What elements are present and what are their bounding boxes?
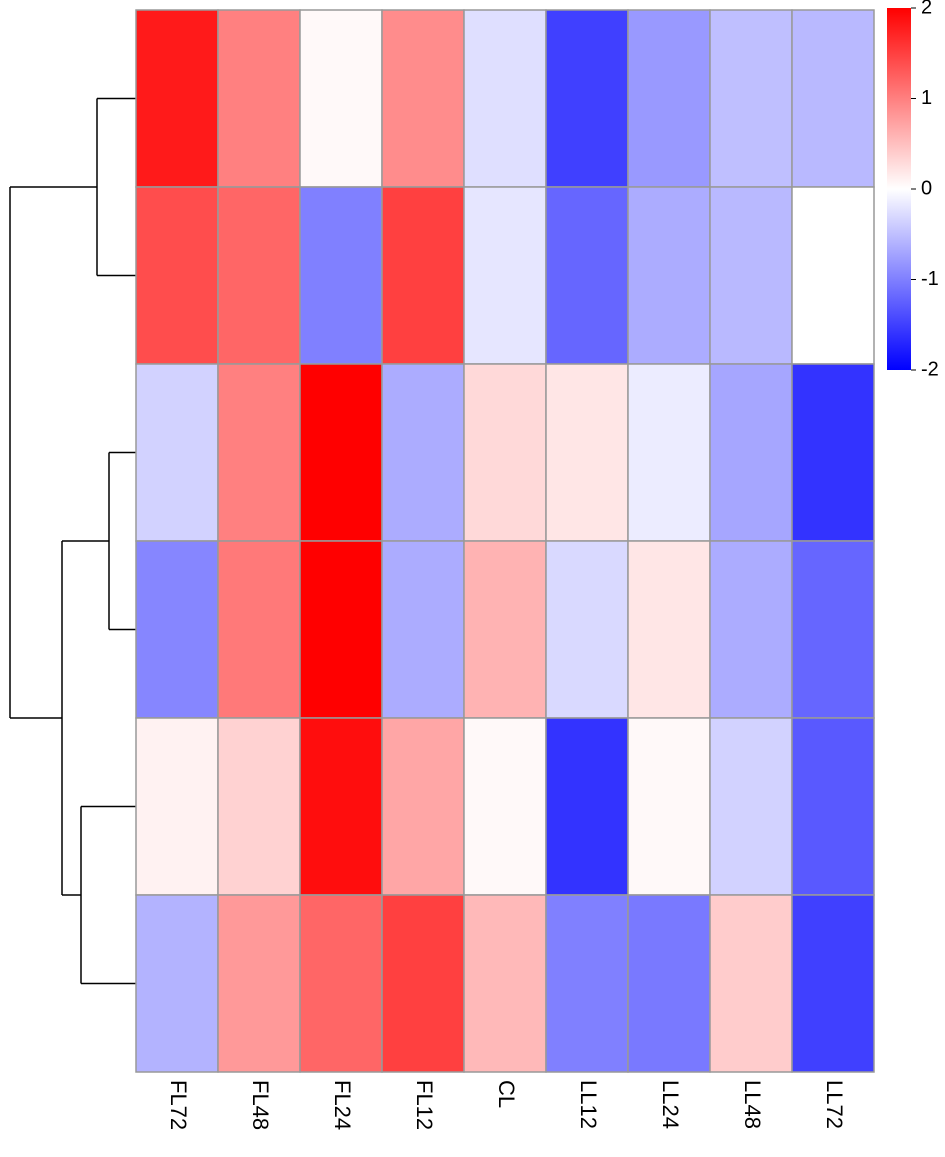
colorbar-tick-label: 2: [921, 0, 932, 18]
heatmap-cell: [791, 9, 875, 188]
heatmap-cell: [545, 717, 629, 896]
heatmap-cell: [217, 717, 301, 896]
colorbar-gradient: [887, 8, 911, 370]
heatmap-cell: [217, 186, 301, 365]
column-label: FL48: [248, 1080, 273, 1130]
column-label: CL: [494, 1080, 519, 1108]
heatmap-cell: [299, 894, 383, 1073]
heatmap-cell: [299, 540, 383, 719]
heatmap-cell: [627, 540, 711, 719]
heatmap-cell: [545, 540, 629, 719]
heatmap-cell: [381, 717, 465, 896]
heatmap-cell: [791, 363, 875, 542]
heatmap-cell: [135, 540, 219, 719]
heatmap-cell: [545, 363, 629, 542]
heatmap-cell: [381, 9, 465, 188]
colorbar-tick-label: -1: [921, 268, 939, 290]
heatmap-cell: [135, 9, 219, 188]
color-legend: 2 1 0 -1 -2: [887, 0, 939, 380]
heatmap-cell: [791, 186, 875, 365]
heatmap-cell: [135, 186, 219, 365]
heatmap-cell: [463, 9, 547, 188]
heatmap-cell: [135, 717, 219, 896]
heatmap-cell: [299, 717, 383, 896]
heatmap-cell: [135, 894, 219, 1073]
heatmap-cells: [135, 9, 875, 1073]
column-label: LL24: [658, 1080, 683, 1129]
heatmap-cell: [299, 363, 383, 542]
colorbar-ticks: 2 1 0 -1 -2: [911, 0, 939, 380]
heatmap-cell: [217, 540, 301, 719]
heatmap-cell: [299, 9, 383, 188]
column-label: LL48: [740, 1080, 765, 1129]
column-label: LL72: [822, 1080, 847, 1129]
heatmap-cell: [709, 540, 793, 719]
heatmap-cell: [627, 186, 711, 365]
heatmap-cell: [627, 363, 711, 542]
heatmap-cell: [217, 9, 301, 188]
heatmap-cell: [381, 363, 465, 542]
column-label: FL24: [330, 1080, 355, 1130]
heatmap-cell: [299, 186, 383, 365]
heatmap-cell: [709, 894, 793, 1073]
heatmap-cell: [381, 186, 465, 365]
heatmap-cell: [709, 717, 793, 896]
colorbar-tick-label: 0: [921, 177, 932, 199]
heatmap-cell: [709, 9, 793, 188]
heatmap-cell: [217, 894, 301, 1073]
row-dendrogram: [9, 97, 136, 985]
heatmap-cell: [545, 9, 629, 188]
heatmap-cell: [545, 186, 629, 365]
heatmap-cell: [381, 894, 465, 1073]
heatmap-cell: [463, 186, 547, 365]
heatmap-cell: [791, 894, 875, 1073]
heatmap-cell: [627, 9, 711, 188]
column-labels: FL72 FL48 FL24 FL12 CL LL12 LL24 LL48 LL72: [166, 1080, 847, 1130]
colorbar-tick-label: 1: [921, 87, 932, 109]
heatmap-cell: [627, 717, 711, 896]
heatmap-cell: [545, 894, 629, 1073]
heatmap-cell: [381, 540, 465, 719]
heatmap-cell: [463, 363, 547, 542]
heatmap-cell: [463, 894, 547, 1073]
column-label: FL72: [166, 1080, 191, 1130]
heatmap-cell: [709, 186, 793, 365]
heatmap-cell: [791, 717, 875, 896]
heatmap-cell: [627, 894, 711, 1073]
heatmap-cell: [135, 363, 219, 542]
heatmap-cell: [463, 540, 547, 719]
column-label: LL12: [576, 1080, 601, 1129]
heatmap-cell: [709, 363, 793, 542]
heatmap-cell: [217, 363, 301, 542]
heatmap-cell: [463, 717, 547, 896]
column-label: FL12: [412, 1080, 437, 1130]
colorbar-tick-label: -2: [921, 358, 939, 380]
heatmap-cell: [791, 540, 875, 719]
